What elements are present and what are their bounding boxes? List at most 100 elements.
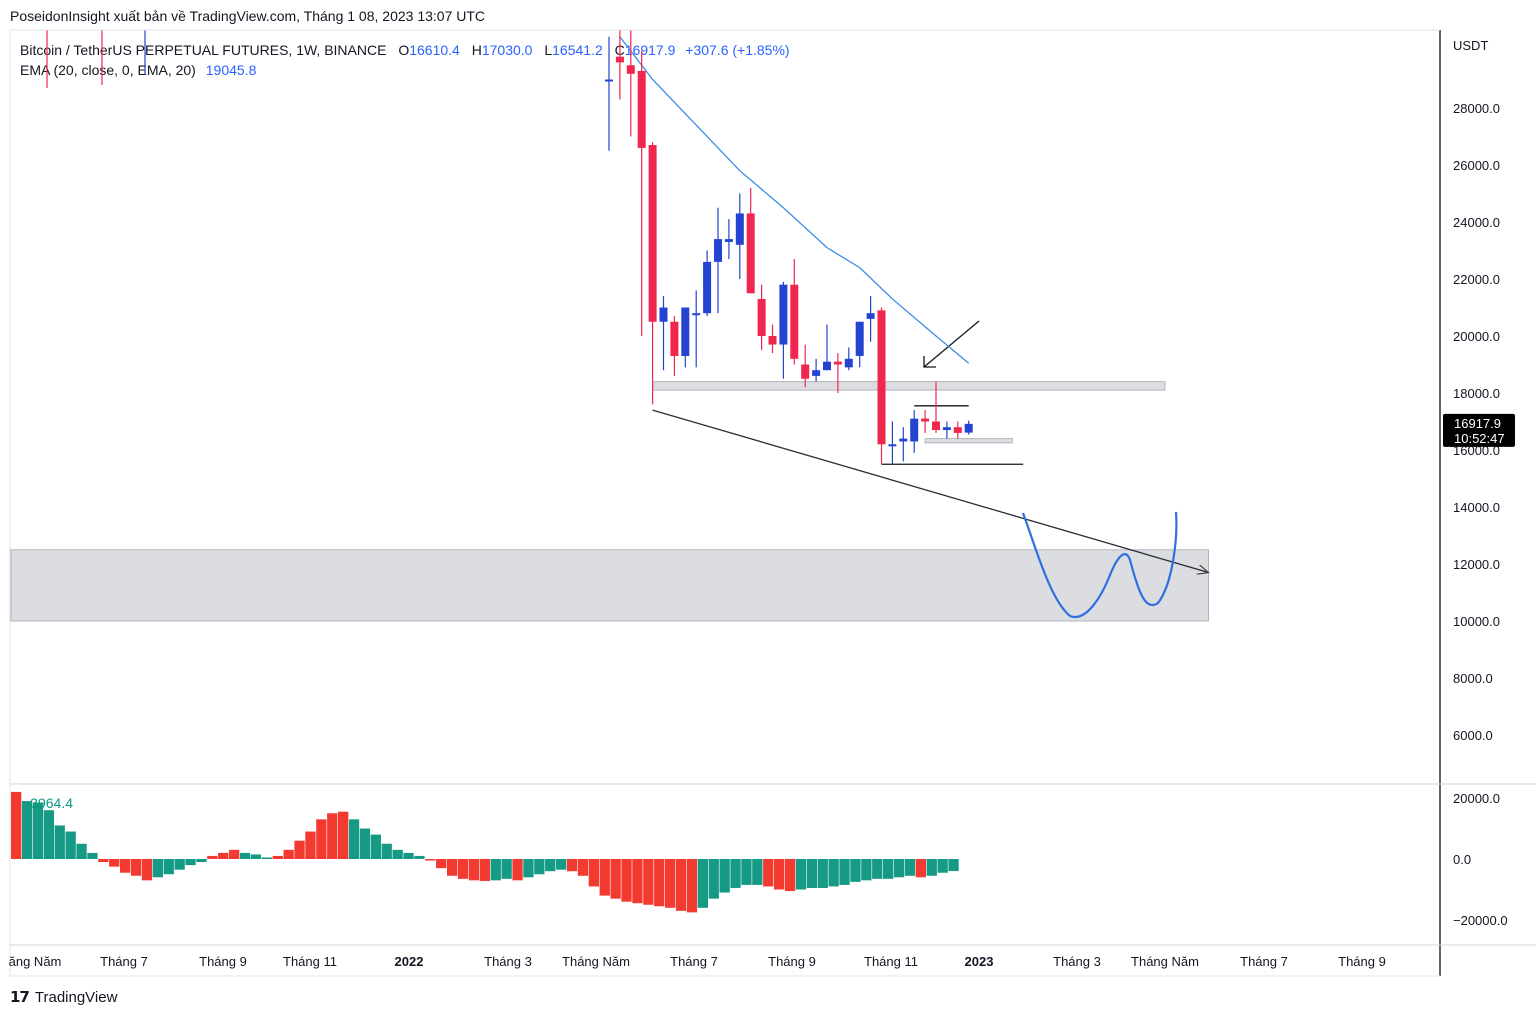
oscillator-bar: [730, 859, 741, 888]
oscillator-bar: [610, 859, 621, 899]
series-legend[interactable]: Bitcoin / TetherUS PERPETUAL FUTURES, 1W…: [20, 42, 790, 58]
oscillator-bar: [479, 859, 490, 881]
annotation-arrow: [923, 320, 980, 368]
oscillator-bar: [828, 859, 839, 887]
candle-body: [899, 438, 908, 442]
oscillator-bar: [229, 849, 240, 859]
oscillator-bar: [305, 831, 316, 859]
candle-body: [921, 418, 930, 422]
candle-body: [768, 336, 777, 345]
oscillator-bar: [588, 859, 599, 887]
candle-body: [823, 361, 831, 371]
oscillator-bar: [523, 859, 534, 878]
oscillator-bar: [948, 859, 959, 872]
time-tick-label: Tháng 11: [283, 954, 337, 969]
oscillator-bar: [556, 859, 567, 870]
low-value: 16541.2: [552, 42, 603, 58]
oscillator-bar: [21, 801, 33, 859]
oscillator-bar: [872, 859, 883, 879]
candle-body: [714, 239, 722, 262]
oscillator-bar: [817, 859, 828, 888]
oscillator-bar: [861, 859, 872, 881]
candle-body: [735, 213, 744, 245]
candle-body: [855, 321, 864, 356]
candle-body: [626, 65, 635, 74]
oscillator-bar: [239, 852, 251, 859]
price-badge-countdown: 10:52:47: [1454, 431, 1505, 446]
candle-body: [812, 370, 821, 376]
symbol-name[interactable]: Bitcoin / TetherUS PERPETUAL FUTURES, 1W…: [20, 42, 387, 58]
oscillator-bar: [436, 859, 447, 869]
brand-footer[interactable]: 𝟭𝟳 TradingView: [10, 988, 117, 1007]
oscillator-bar: [327, 813, 338, 859]
candle-body: [757, 298, 766, 336]
oscillator-bar: [883, 859, 894, 879]
price-axis-currency: USDT: [1453, 38, 1488, 53]
candle-body: [724, 239, 733, 242]
oscillator-bar: [185, 859, 196, 866]
time-tick-label: Tháng 9: [768, 954, 816, 969]
oscillator-bar: [316, 819, 327, 859]
time-tick-label: Tháng 3: [1053, 954, 1101, 969]
change-value: +307.6 (+1.85%): [685, 42, 790, 58]
price-tick-label: 28000.0: [1453, 101, 1500, 116]
oscillator-layer: [11, 791, 959, 913]
oscillator-bar: [784, 859, 796, 892]
oscillator-bar: [109, 859, 120, 867]
oscillator-bar: [893, 859, 905, 878]
oscillator-value: −3964.4: [22, 795, 73, 811]
oscillator-bar: [98, 859, 109, 863]
oscillator-bar: [65, 831, 76, 859]
open-value: 16610.4: [409, 42, 460, 58]
osc-tick-label: 0.0: [1453, 852, 1471, 867]
candle-body: [746, 213, 755, 294]
oscillator-bar: [599, 859, 610, 896]
oscillator-bar: [937, 859, 948, 873]
oscillator-bar: [120, 859, 131, 873]
candle-body: [844, 358, 853, 368]
ema-label[interactable]: EMA (20, close, 0, EMA, 20): [20, 62, 196, 78]
oscillator-bar: [250, 854, 262, 859]
oscillator-bar: [795, 859, 807, 890]
oscillator-bar: [76, 843, 87, 859]
oscillator-bar: [654, 859, 665, 907]
trendline: [652, 409, 1209, 572]
oscillator-bar: [926, 859, 937, 876]
price-tick-label: 10000.0: [1453, 614, 1500, 629]
publisher-line: PoseidonInsight xuất bản về TradingView.…: [10, 8, 486, 24]
oscillator-bar: [130, 859, 142, 876]
candle-body: [648, 145, 657, 322]
low-label: L: [544, 42, 553, 58]
zones-layer: [10, 381, 1209, 622]
time-tick-label: Tháng 7: [1240, 954, 1288, 969]
candle-body: [801, 364, 810, 379]
oscillator-bar: [196, 859, 207, 863]
candle-body: [888, 444, 897, 447]
oscillator-bar: [54, 825, 65, 859]
oscillator-bar: [392, 849, 403, 859]
oscillator-bar: [32, 802, 44, 859]
oscillator-bar: [839, 859, 850, 885]
oscillator-bar: [643, 859, 654, 905]
candle-body: [790, 284, 799, 359]
candle-body: [866, 313, 875, 319]
osc-tick-label: 20000.0: [1453, 791, 1500, 806]
price-badge: [1443, 413, 1515, 447]
oscillator-bar: [719, 859, 730, 893]
oscillator-bar: [359, 828, 371, 859]
oscillator-bar: [697, 859, 708, 908]
ema-legend[interactable]: EMA (20, close, 0, EMA, 20) 19045.8: [20, 62, 256, 78]
price-badge-value: 16917.9: [1454, 416, 1501, 431]
time-tick-label: Tháng 11: [864, 954, 918, 969]
oscillator-bar: [708, 859, 719, 899]
time-tick-label: ăng Năm: [9, 954, 62, 969]
oscillator-bar: [207, 855, 218, 859]
axis-layer: USDT 28000.0 26000.0 24000.0 22000.0 20000.0 1…: [9, 29, 1536, 977]
candle-body: [692, 313, 701, 316]
candle-body: [877, 310, 886, 445]
candle-body: [942, 427, 951, 431]
price-tick-label: 20000.0: [1453, 329, 1500, 344]
oscillator-bar: [261, 857, 272, 859]
annotation-arrow-head: [923, 356, 936, 368]
